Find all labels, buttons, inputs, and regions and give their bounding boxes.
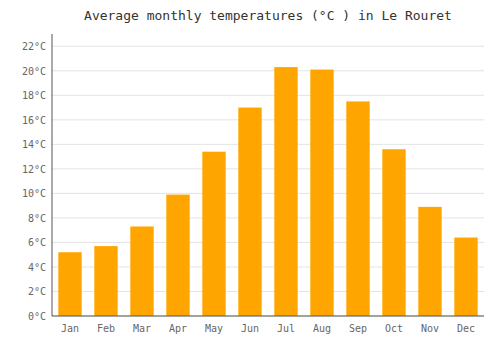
x-tick-label: May (205, 323, 223, 334)
y-axis: 0°C 2°C 4°C 6°C 8°C 10°C 12°C 14°C 16°C 18°C 20°C 2… (22, 41, 46, 322)
bar (130, 226, 153, 316)
y-tick-label: 12°C (22, 164, 46, 175)
bar (166, 195, 189, 316)
x-tick-label: Mar (133, 323, 151, 334)
y-tick-label: 0°C (28, 311, 46, 322)
bar (382, 149, 405, 316)
bar (58, 252, 81, 316)
x-tick-label: Aug (313, 323, 331, 334)
y-tick-label: 8°C (28, 213, 46, 224)
bars (58, 67, 477, 316)
grid-line (52, 316, 484, 317)
bar (94, 246, 117, 316)
y-tick-label: 22°C (22, 41, 46, 52)
y-tick-label: 10°C (22, 188, 46, 199)
y-tick-label: 20°C (22, 66, 46, 77)
grid-line (52, 193, 484, 194)
y-tick-label: 16°C (22, 115, 46, 126)
bar (238, 108, 261, 316)
bar (454, 238, 477, 316)
grid-line (52, 119, 484, 120)
y-axis-line (52, 34, 53, 316)
x-tick-label: Jan (61, 323, 79, 334)
bar (202, 152, 225, 316)
bar (346, 101, 369, 316)
x-tick-label: Apr (169, 323, 187, 334)
bar (274, 67, 297, 316)
grid-line (52, 95, 484, 96)
grid (52, 46, 484, 316)
x-tick-label: Oct (385, 323, 403, 334)
y-tick-label: 14°C (22, 139, 46, 150)
y-tick-label: 6°C (28, 237, 46, 248)
x-tick-label: Jun (241, 323, 259, 334)
grid-line (52, 70, 484, 71)
grid-line (52, 168, 484, 169)
x-tick-label: Nov (421, 323, 439, 334)
y-tick-label: 4°C (28, 262, 46, 273)
y-tick-label: 2°C (28, 286, 46, 297)
x-tick-label: Jul (277, 323, 295, 334)
grid-line (52, 46, 484, 47)
chart: Average monthly temperatures (°C ) in Le… (0, 0, 500, 350)
x-axis: Jan Feb Mar Apr May Jun Jul Aug Sep Oct Nov Dec (61, 323, 475, 334)
x-tick-label: Feb (97, 323, 115, 334)
title: Average monthly temperatures (°C ) in Le… (84, 8, 452, 23)
x-axis-line (52, 316, 484, 317)
bar (310, 70, 333, 316)
grid-line (52, 144, 484, 145)
x-tick-label: Sep (349, 323, 367, 334)
x-tick-label: Dec (457, 323, 475, 334)
bar (418, 207, 441, 316)
y-tick-label: 18°C (22, 90, 46, 101)
